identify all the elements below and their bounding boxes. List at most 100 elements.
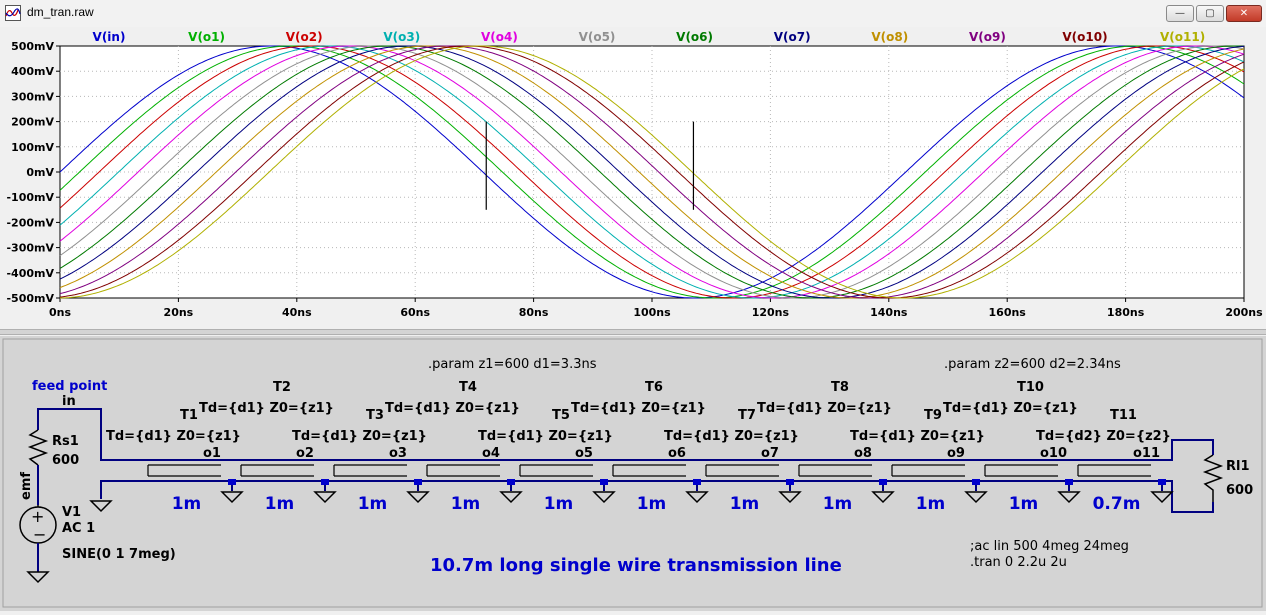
segment-name[interactable]: T4 xyxy=(459,380,477,395)
series-line[interactable] xyxy=(59,45,1245,299)
net-label-emf[interactable]: emf xyxy=(19,472,34,500)
legend-entry[interactable]: V(o4) xyxy=(481,30,518,44)
resistor-rl1[interactable] xyxy=(1202,454,1224,502)
series-line[interactable] xyxy=(59,45,1245,299)
series-line[interactable] xyxy=(59,45,1245,299)
series-line[interactable] xyxy=(59,45,1245,299)
net-label-o7[interactable]: o7 xyxy=(761,446,779,461)
voltage-source-v1[interactable]: + − xyxy=(19,506,57,544)
segment-name[interactable]: T8 xyxy=(831,380,849,395)
legend-entry[interactable]: V(o7) xyxy=(774,30,811,44)
legend-entry[interactable]: V(o9) xyxy=(969,30,1006,44)
net-label-in[interactable]: in xyxy=(62,394,76,409)
segment-params[interactable]: Td={d1} Z0={z1} xyxy=(199,401,334,416)
segment-name[interactable]: T5 xyxy=(552,408,570,423)
transmission-line-t7[interactable]: T7 Td={d1} Z0={z1} o7 1m xyxy=(664,408,802,514)
v1-name[interactable]: V1 xyxy=(62,505,81,520)
segment-length: 1m xyxy=(265,494,295,514)
legend-entry[interactable]: V(o3) xyxy=(383,30,420,44)
segment-name[interactable]: T9 xyxy=(924,408,942,423)
schematic-pane[interactable]: .param z1=600 d1=3.3ns .param z2=600 d2=… xyxy=(0,336,1266,611)
segment-length: 1m xyxy=(451,494,481,514)
segment-params[interactable]: Td={d1} Z0={z1} xyxy=(292,429,427,444)
legend-entry[interactable]: V(in) xyxy=(93,30,126,44)
rl1-name[interactable]: Rl1 xyxy=(1226,459,1250,474)
minimize-icon: — xyxy=(1175,8,1185,19)
segment-name[interactable]: T7 xyxy=(738,408,756,423)
pane-splitter[interactable] xyxy=(0,329,1266,335)
legend-entry[interactable]: V(o1) xyxy=(188,30,225,44)
series-line[interactable] xyxy=(59,45,1245,299)
ac-directive[interactable]: ;ac lin 500 4meg 24meg xyxy=(970,539,1129,554)
transmission-line-t8[interactable]: T8 Td={d1} Z0={z1} o8 1m xyxy=(757,380,895,514)
legend-entry[interactable]: V(o10) xyxy=(1062,30,1107,44)
waveform-chart[interactable]: 500mV 400mV 300mV 200mV 100mV 0mV -100mV -200mV… xyxy=(0,27,1266,329)
x-tick-label: 0ns xyxy=(49,306,71,319)
schematic-title[interactable]: 10.7m long single wire transmission line xyxy=(430,555,842,576)
series-line[interactable] xyxy=(59,45,1245,299)
legend-entry[interactable]: V(o8) xyxy=(871,30,908,44)
segment-params[interactable]: Td={d1} Z0={z1} xyxy=(106,429,241,444)
param-directive-2[interactable]: .param z2=600 d2=2.34ns xyxy=(944,357,1121,372)
segment-params[interactable]: Td={d1} Z0={z1} xyxy=(571,401,706,416)
v1-sine[interactable]: SINE(0 1 7meg) xyxy=(62,547,176,562)
net-label-o10[interactable]: o10 xyxy=(1040,446,1067,461)
v1-ac[interactable]: AC 1 xyxy=(62,521,95,536)
minimize-button[interactable]: — xyxy=(1166,5,1194,22)
segment-params[interactable]: Td={d1} Z0={z1} xyxy=(478,429,613,444)
legend-entry[interactable]: V(o11) xyxy=(1160,30,1205,44)
segment-params[interactable]: Td={d1} Z0={z1} xyxy=(664,429,799,444)
legend-entry[interactable]: V(o5) xyxy=(579,30,616,44)
transmission-line-t4[interactable]: T4 Td={d1} Z0={z1} o4 1m xyxy=(385,380,523,514)
transmission-line-t9[interactable]: T9 Td={d1} Z0={z1} o9 1m xyxy=(850,408,988,514)
legend-entry[interactable]: V(o6) xyxy=(676,30,713,44)
net-label-o3[interactable]: o3 xyxy=(389,446,407,461)
segment-name[interactable]: T6 xyxy=(645,380,663,395)
segment-params[interactable]: Td={d2} Z0={z2} xyxy=(1036,429,1171,444)
transmission-line-t5[interactable]: T5 Td={d1} Z0={z1} o5 1m xyxy=(478,408,616,514)
segment-name[interactable]: T1 xyxy=(180,408,198,423)
rs1-value[interactable]: 600 xyxy=(52,453,79,468)
series-line[interactable] xyxy=(59,45,1245,299)
series-line[interactable] xyxy=(59,45,1245,299)
close-button[interactable]: ✕ xyxy=(1226,5,1262,22)
schematic-canvas[interactable]: .param z1=600 d1=3.3ns .param z2=600 d2=… xyxy=(0,336,1266,611)
transmission-line-t11[interactable]: T11 Td={d2} Z0={z2} o11 0.7m xyxy=(1036,408,1174,514)
segment-length: 1m xyxy=(823,494,853,514)
transmission-line-t2[interactable]: T2 Td={d1} Z0={z1} o2 1m xyxy=(199,380,337,514)
net-label-o2[interactable]: o2 xyxy=(296,446,314,461)
net-label-o9[interactable]: o9 xyxy=(947,446,965,461)
segment-params[interactable]: Td={d1} Z0={z1} xyxy=(385,401,520,416)
net-label-o8[interactable]: o8 xyxy=(854,446,872,461)
segment-params[interactable]: Td={d1} Z0={z1} xyxy=(757,401,892,416)
series-line[interactable] xyxy=(59,45,1245,299)
segment-name[interactable]: T3 xyxy=(366,408,384,423)
resistor-rs1[interactable] xyxy=(27,429,49,466)
net-label-o11[interactable]: o11 xyxy=(1133,446,1160,461)
waveform-plot-pane[interactable]: 500mV 400mV 300mV 200mV 100mV 0mV -100mV -200mV… xyxy=(0,27,1266,329)
segment-params[interactable]: Td={d1} Z0={z1} xyxy=(850,429,985,444)
transmission-line-t6[interactable]: T6 Td={d1} Z0={z1} o6 1m xyxy=(571,380,709,514)
x-tick-label: 180ns xyxy=(1107,306,1145,319)
net-label-o4[interactable]: o4 xyxy=(482,446,500,461)
net-label-o5[interactable]: o5 xyxy=(575,446,593,461)
maximize-button[interactable]: ▢ xyxy=(1196,5,1224,22)
rs1-name[interactable]: Rs1 xyxy=(52,434,79,449)
net-label-o1[interactable]: o1 xyxy=(203,446,221,461)
transmission-line-t10[interactable]: T10 Td={d1} Z0={z1} o10 1m xyxy=(943,380,1081,514)
rl1-value[interactable]: 600 xyxy=(1226,483,1253,498)
transmission-line-t3[interactable]: T3 Td={d1} Z0={z1} o3 1m xyxy=(292,408,430,514)
series-line[interactable] xyxy=(59,45,1245,299)
segment-name[interactable]: T10 xyxy=(1017,380,1044,395)
segment-params[interactable]: Td={d1} Z0={z1} xyxy=(943,401,1078,416)
series-line[interactable] xyxy=(59,45,1245,299)
series-line[interactable] xyxy=(59,45,1245,299)
transmission-line-t1[interactable]: T1 Td={d1} Z0={z1} o1 1m xyxy=(106,408,244,514)
net-label-o6[interactable]: o6 xyxy=(668,446,686,461)
segment-name[interactable]: T2 xyxy=(273,380,291,395)
segment-name[interactable]: T11 xyxy=(1110,408,1137,423)
legend-entry[interactable]: V(o2) xyxy=(286,30,323,44)
param-directive-1[interactable]: .param z1=600 d1=3.3ns xyxy=(428,357,597,372)
segment-length: 1m xyxy=(544,494,574,514)
tran-directive[interactable]: .tran 0 2.2u 2u xyxy=(970,555,1067,570)
